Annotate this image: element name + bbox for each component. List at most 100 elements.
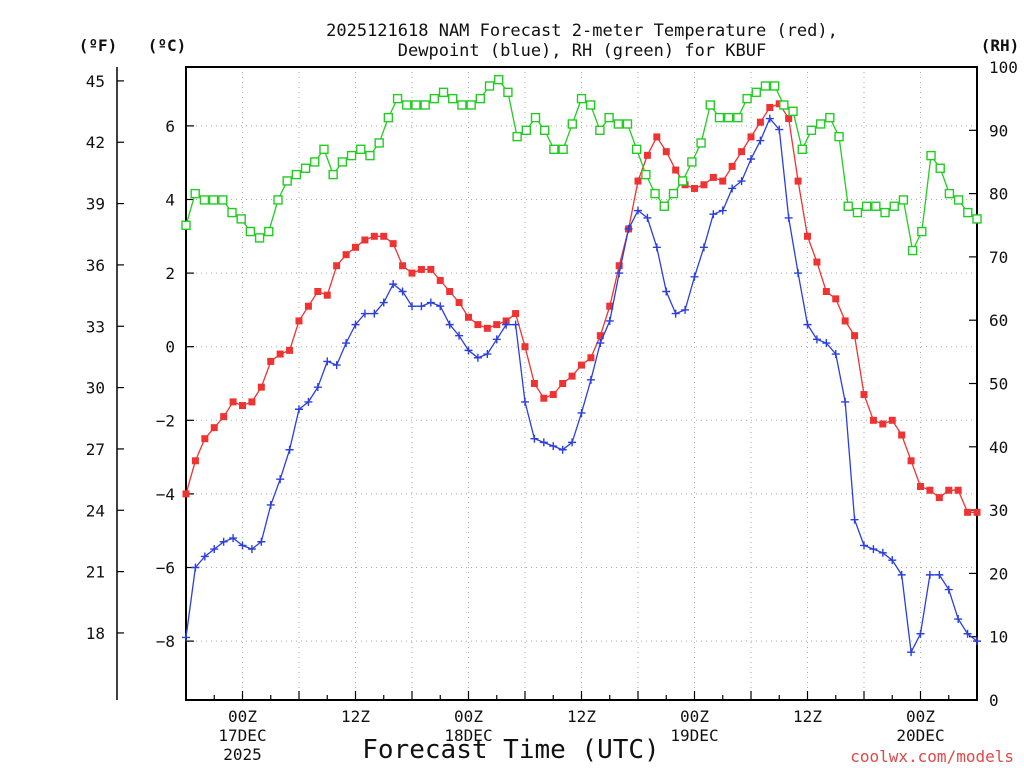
rh-tick-label: 20 — [989, 564, 1008, 583]
dewpoint-point — [671, 309, 680, 318]
dewpoint-point — [313, 383, 322, 392]
2-meter-temperature-point — [709, 173, 717, 181]
rh-point — [254, 233, 265, 243]
x-tick-time-label: 12Z — [793, 707, 822, 726]
dewpoint-point — [464, 346, 473, 355]
dewpoint-point — [360, 309, 369, 318]
dewpoint-point — [257, 537, 266, 546]
2-meter-temperature-point — [257, 383, 265, 391]
dewpoint-point — [681, 305, 690, 314]
rh-point — [383, 112, 394, 123]
2-meter-temperature-point — [662, 148, 670, 156]
2-meter-temperature-point — [483, 324, 491, 332]
2-meter-temperature-point — [408, 269, 416, 277]
2-meter-temperature-point — [888, 416, 896, 424]
rh-tick-label: 90 — [989, 121, 1008, 140]
rh-point — [677, 176, 688, 186]
2-meter-temperature-point — [342, 251, 350, 259]
rh-tick-label: 50 — [989, 375, 1008, 394]
2-meter-temperature-point — [559, 380, 567, 387]
rh-point — [199, 195, 210, 205]
rh-tick-label: 80 — [989, 185, 1008, 204]
2-meter-temperature-point — [785, 115, 793, 123]
dewpoint-point — [822, 339, 831, 348]
rh-point — [631, 144, 642, 154]
2-meter-temperature-point — [766, 103, 774, 111]
dewpoint-point — [728, 184, 737, 193]
dewpoint-point — [502, 320, 511, 329]
dewpoint-point — [756, 136, 765, 145]
rh-point — [484, 81, 495, 91]
dewpoint-point — [624, 224, 633, 233]
2-meter-temperature-point — [361, 236, 369, 244]
2-meter-temperature-point — [926, 486, 934, 494]
rh-point — [208, 195, 219, 205]
2-meter-temperature-point — [964, 508, 972, 516]
rh-point — [420, 100, 430, 110]
rh-point — [411, 100, 421, 110]
rh-point — [576, 93, 587, 104]
dewpoint-point — [408, 302, 416, 311]
x-tick-time-label: 00Z — [228, 707, 257, 726]
dewpoint-point — [492, 335, 501, 344]
2-meter-temperature-point — [314, 287, 322, 295]
rh-point — [871, 201, 881, 211]
rh-point — [714, 112, 725, 123]
2-meter-temperature-point — [436, 276, 444, 284]
dewpoint-point — [295, 405, 303, 414]
rh-tick-label: 10 — [989, 628, 1008, 647]
celsius-unit-label: (ºC) — [148, 36, 187, 55]
celsius-tick-label: −4 — [156, 485, 175, 504]
rh-point — [861, 201, 872, 211]
dewpoint-point — [784, 213, 793, 222]
2-meter-temperature-point — [521, 343, 529, 351]
dewpoint-point — [323, 357, 332, 366]
x-tick-time-label: 00Z — [680, 707, 709, 726]
celsius-tick-label: 2 — [165, 264, 175, 283]
2-meter-temperature-point — [747, 133, 755, 141]
2-meter-temperature-point — [841, 317, 849, 325]
dewpoint-point — [351, 320, 360, 329]
fahrenheit-tick-label: 39 — [86, 195, 105, 214]
2-meter-temperature-point — [794, 177, 802, 185]
2-meter-temperature-point — [229, 398, 237, 406]
rh-point — [907, 245, 918, 256]
2-meter-temperature-point — [549, 391, 557, 399]
dewpoint-point — [229, 534, 238, 543]
2-meter-temperature-point — [530, 380, 538, 387]
celsius-tick-label: −2 — [156, 411, 175, 430]
x-tick-time-label: 12Z — [567, 707, 596, 726]
rh-point — [540, 125, 550, 136]
2-meter-temperature-point — [455, 299, 463, 307]
2-meter-temperature-point — [276, 350, 284, 358]
2-meter-temperature-point — [738, 148, 746, 156]
2-meter-temperature-point — [691, 184, 698, 192]
dewpoint-point — [549, 442, 558, 451]
2-meter-temperature-point — [756, 118, 764, 126]
2-meter-temperature-point — [935, 494, 943, 502]
rh-point — [806, 125, 817, 136]
dewpoint-point — [596, 339, 605, 348]
rh-point — [963, 207, 973, 218]
x-tick-date-label: 17DEC — [218, 726, 266, 745]
rh-point — [889, 201, 899, 211]
rh-point — [218, 195, 228, 205]
2-meter-temperature-point — [917, 483, 924, 491]
dewpoint-point — [709, 210, 718, 219]
rh-point — [585, 100, 596, 110]
rh-point — [448, 93, 458, 104]
rh-point — [687, 157, 697, 167]
2-meter-temperature-point — [380, 232, 388, 240]
dewpoint-point — [831, 350, 840, 359]
dewpoint-point — [643, 213, 652, 222]
data-series — [181, 74, 982, 657]
dewpoint-point — [690, 272, 699, 281]
rh-point — [264, 226, 274, 237]
rh-point — [917, 226, 927, 237]
2-meter-temperature-point — [804, 232, 811, 240]
rh-point — [843, 201, 853, 211]
2-meter-temperature-point — [220, 413, 228, 421]
rh-point — [558, 144, 568, 154]
dewpoint-point — [973, 637, 981, 646]
